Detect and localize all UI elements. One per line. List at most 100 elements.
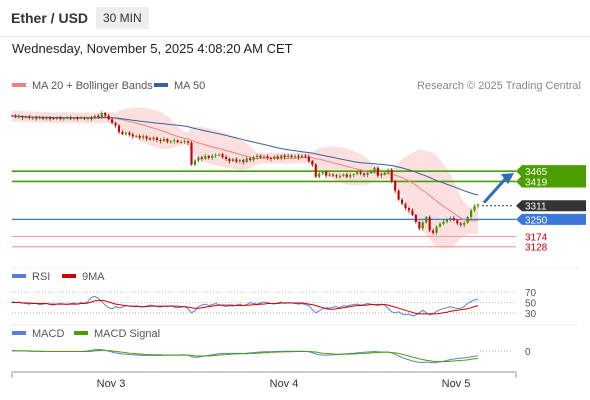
candle-body bbox=[28, 117, 31, 119]
candle-body bbox=[397, 190, 400, 200]
candle-body bbox=[242, 160, 245, 162]
candle-body bbox=[325, 171, 328, 176]
candle-body bbox=[300, 155, 304, 158]
candle-body bbox=[180, 141, 183, 143]
candle-body bbox=[207, 156, 210, 158]
candle-body bbox=[38, 117, 41, 119]
rsi-tick-70: 70 bbox=[525, 288, 537, 299]
candle-body bbox=[473, 205, 476, 211]
candle-body bbox=[407, 208, 411, 211]
candle-body bbox=[280, 155, 283, 159]
candle-body bbox=[55, 117, 58, 119]
candle-body bbox=[211, 155, 214, 158]
legend-rsi: RSI bbox=[12, 271, 50, 283]
level-tag-3250 bbox=[516, 213, 586, 225]
candle-body bbox=[128, 132, 131, 135]
candle-body bbox=[249, 158, 252, 161]
candle-body bbox=[21, 116, 24, 118]
candle-body bbox=[231, 159, 234, 162]
legend-swatch bbox=[62, 274, 76, 279]
candle-body bbox=[14, 115, 17, 117]
candle-body bbox=[373, 167, 376, 172]
chart-header: Ether / USD 30 MIN bbox=[0, 0, 590, 37]
candle-body bbox=[176, 140, 179, 143]
level-tag-3465 bbox=[516, 165, 586, 178]
candle-body bbox=[10, 115, 14, 117]
candle-body bbox=[149, 138, 152, 140]
candle-body bbox=[456, 220, 459, 224]
candle-body bbox=[383, 172, 386, 175]
candle-body bbox=[138, 135, 141, 138]
candle-body bbox=[342, 174, 345, 176]
candle-body bbox=[59, 117, 62, 119]
candle-body bbox=[218, 154, 221, 156]
candle-body bbox=[142, 136, 145, 138]
candle-body bbox=[245, 158, 248, 162]
candle-body bbox=[238, 160, 241, 162]
candle-body bbox=[476, 204, 480, 206]
forecast-arrow-shaft bbox=[482, 177, 508, 204]
candle-body bbox=[52, 118, 55, 120]
level-label-3311: 3311 bbox=[525, 202, 547, 213]
level-tag-3419 bbox=[516, 175, 586, 188]
candle-body bbox=[394, 181, 397, 191]
legend-swatch bbox=[12, 331, 26, 336]
level-tag-3311 bbox=[516, 200, 586, 212]
level-label-3174: 3174 bbox=[525, 232, 548, 243]
candle-body bbox=[214, 155, 217, 157]
candle-body bbox=[76, 117, 79, 119]
candle-body bbox=[369, 171, 373, 173]
forecast-arrow-head bbox=[501, 173, 514, 185]
legend-ma50-label: MA 50 bbox=[174, 80, 206, 92]
legend-swatch bbox=[154, 83, 168, 88]
candle-body bbox=[221, 154, 224, 158]
macd-series-1 bbox=[12, 349, 479, 363]
candle-body bbox=[166, 139, 169, 142]
candle-body bbox=[114, 122, 117, 126]
candle-body bbox=[93, 115, 96, 119]
credit-text: Research © 2025 Trading Central bbox=[416, 80, 581, 92]
candle-body bbox=[90, 117, 93, 119]
candle-body bbox=[266, 156, 269, 158]
candle-body bbox=[69, 117, 72, 119]
candle-body bbox=[269, 157, 272, 159]
candle-body bbox=[273, 156, 276, 159]
candle-body bbox=[24, 117, 27, 119]
candle-body bbox=[190, 142, 193, 165]
legend-ma50: MA 50 bbox=[154, 80, 205, 92]
candle-body bbox=[321, 171, 324, 174]
candle-body bbox=[421, 222, 424, 229]
candle-body bbox=[452, 218, 455, 221]
candle-body bbox=[41, 117, 45, 119]
candle-body bbox=[442, 221, 445, 224]
timeframe-button[interactable]: 30 MIN bbox=[96, 7, 149, 29]
candle-body bbox=[307, 156, 310, 162]
candle-body bbox=[104, 113, 107, 116]
candle-body bbox=[45, 117, 48, 119]
legend-swatch bbox=[74, 331, 88, 336]
candle-body bbox=[193, 160, 197, 165]
candle-body bbox=[304, 155, 307, 157]
candle-body bbox=[363, 173, 366, 175]
candle-body bbox=[262, 156, 266, 158]
legend-ma20: MA 20 + Bollinger Bands bbox=[12, 80, 153, 92]
level-label-3465: 3465 bbox=[525, 167, 548, 178]
candle-body bbox=[293, 156, 297, 158]
candle-body bbox=[400, 199, 404, 204]
candle-body bbox=[155, 137, 159, 140]
legend-macd-signal-label: MACD Signal bbox=[94, 328, 161, 340]
legend-macd-label: MACD bbox=[32, 328, 65, 340]
candle-body bbox=[17, 116, 20, 118]
candle-body bbox=[276, 156, 279, 159]
x-tick-label: Nov 5 bbox=[442, 378, 471, 390]
rsi-series-1 bbox=[12, 299, 479, 315]
candle-body bbox=[135, 135, 138, 137]
candle-body bbox=[470, 210, 473, 218]
candle-body bbox=[376, 167, 379, 176]
x-tick-label: Nov 4 bbox=[270, 378, 299, 390]
rsi-tick-30: 30 bbox=[525, 309, 537, 320]
candle-body bbox=[390, 170, 393, 182]
legend-9ma: 9MA bbox=[62, 271, 105, 283]
candle-body bbox=[117, 125, 121, 132]
candle-body bbox=[449, 218, 452, 220]
